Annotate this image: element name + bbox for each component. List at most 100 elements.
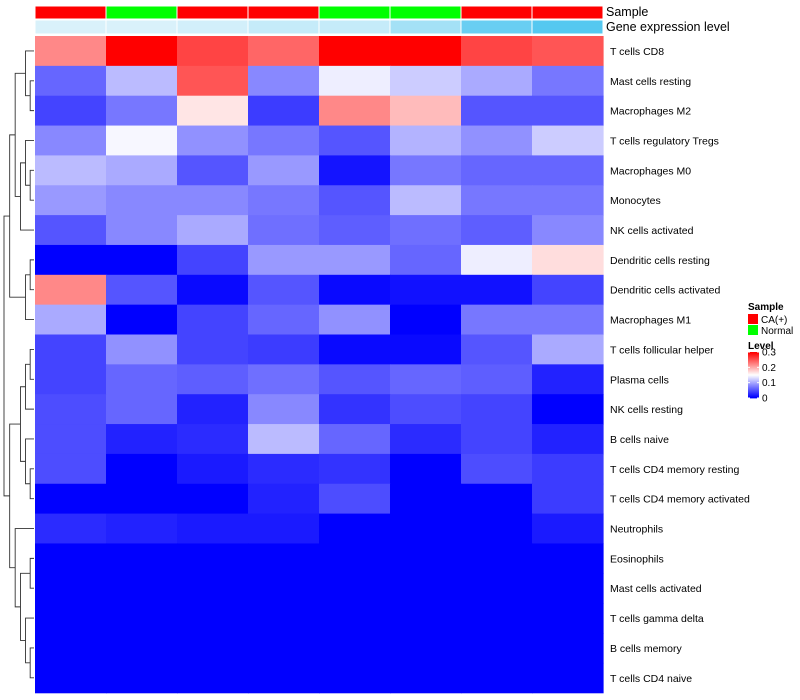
heatmap-cell [248, 364, 320, 395]
row-label: Mast cells resting [610, 76, 691, 88]
legend-sample-entry: Normal [761, 326, 793, 337]
heatmap-cell [532, 513, 604, 545]
heatmap-cell [390, 304, 462, 336]
heatmap-cell [319, 304, 391, 336]
heatmap-cell [106, 483, 178, 515]
heatmap-cell [248, 483, 320, 515]
heatmap-cell [390, 573, 462, 604]
heatmap-cell [106, 334, 178, 365]
heatmap-cell [461, 394, 533, 425]
legend-sample-swatch [748, 314, 758, 324]
heatmap-cell [319, 483, 391, 515]
heatmap-cell [35, 95, 107, 127]
heatmap-cell [35, 125, 107, 156]
heatmap-cell [248, 125, 320, 156]
legend-colorbar-segment [748, 383, 759, 385]
sample-annotation-cell [389, 5, 462, 20]
legend-colorbar-segment [748, 379, 759, 381]
dendrogram-branch [29, 557, 34, 589]
heatmap-cell [532, 483, 604, 515]
legend-colorbar-segment [748, 377, 759, 379]
dendrogram-branch [29, 259, 34, 291]
legend-level-tick: 0.3 [762, 348, 776, 359]
heatmap-cell [319, 633, 391, 664]
heatmap-cell [319, 125, 391, 156]
heatmap-cell [461, 274, 533, 306]
heatmap-cell [532, 424, 604, 455]
heatmap-cell [248, 65, 320, 97]
heatmap-cell [390, 633, 462, 664]
row-labels: T cells CD8 Mast cells resting Macrophages… [610, 46, 750, 685]
legend-colorbar-segment [748, 376, 759, 378]
sample-annotation-cell [176, 5, 249, 20]
legend-colorbar-segment [748, 373, 759, 375]
row-label: T cells follicular helper [610, 344, 714, 356]
row-label: Neutrophils [610, 524, 663, 536]
heatmap-cell [248, 304, 320, 336]
legend-colorbar-segment [748, 363, 759, 365]
heatmap-cell [461, 334, 533, 365]
heatmap-cell [177, 364, 249, 395]
heatmap-cell [319, 65, 391, 97]
legend-colorbar-segment [748, 358, 759, 360]
heatmap-cell [35, 453, 107, 485]
heatmap-cell [532, 304, 604, 336]
legend-colorbar-segment [748, 374, 759, 376]
expression-annotation-cell [247, 19, 320, 35]
heatmap-cell [106, 65, 178, 97]
heatmap-cell [319, 185, 391, 216]
heatmap-cell [106, 662, 178, 694]
legend-colorbar-segment [748, 395, 759, 397]
heatmap-cell [35, 483, 107, 515]
dendrogram-branch [3, 215, 10, 497]
row-label: B cells memory [610, 643, 683, 655]
heatmap-cell [248, 215, 320, 246]
expression-annotation-cell [105, 19, 178, 35]
expression-annotation-cell [34, 19, 107, 35]
dendrogram-branch [25, 274, 34, 321]
row-label: Macrophages M2 [610, 106, 691, 118]
dendrogram-branch [25, 140, 34, 186]
heatmap-cell [35, 364, 107, 395]
heatmap-cell [532, 662, 604, 694]
dendrogram-branch [25, 50, 34, 97]
heatmap-cell [319, 603, 391, 634]
heatmap-cell [532, 244, 604, 276]
heatmap-cell [461, 483, 533, 515]
heatmap-cell [390, 603, 462, 634]
legend-colorbar-segment [748, 382, 759, 384]
heatmap-cell [532, 543, 604, 574]
legend-colorbar-segment [748, 366, 759, 368]
heatmap-cell [248, 274, 320, 306]
heatmap-cell [532, 603, 604, 634]
heatmap-cell [106, 95, 178, 127]
legend-colorbar-segment [748, 385, 759, 387]
heatmap-cell [106, 185, 178, 216]
dendrogram-branch [29, 647, 34, 679]
heatmap-cell [390, 513, 462, 545]
row-label: T cells CD8 [610, 46, 664, 58]
heatmap-cell [390, 185, 462, 216]
legend-colorbar-segment [748, 372, 759, 374]
legend-colorbar-segment [748, 396, 759, 398]
legend-colorbar-segment [748, 387, 759, 389]
heatmap-cell [106, 215, 178, 246]
dendrogram-branch [29, 80, 34, 112]
heatmap-cell [319, 244, 391, 276]
heatmap-cell [461, 36, 533, 67]
heatmap-cell [248, 185, 320, 216]
heatmap-cell [177, 662, 249, 694]
legend-colorbar-segment [748, 375, 759, 377]
legend-sample-swatch [748, 325, 758, 335]
heatmap-cell [390, 453, 462, 485]
heatmap-cell [461, 573, 533, 604]
heatmap-cell [248, 573, 320, 604]
heatmap-cell [319, 215, 391, 246]
heatmap-cell [35, 36, 107, 67]
heatmap-cell [106, 304, 178, 336]
legend-colorbar-segment [748, 355, 759, 357]
heatmap-cell [106, 513, 178, 545]
row-label: T cells gamma delta [610, 613, 704, 625]
heatmap-cell [248, 36, 320, 67]
dendrogram-branch [29, 468, 34, 500]
